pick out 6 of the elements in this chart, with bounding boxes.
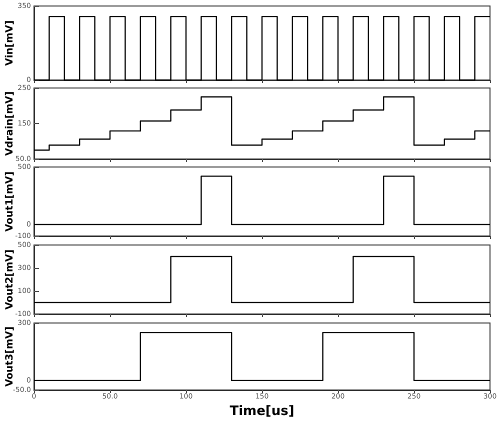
- y-axis-title: Vout1[mV]: [4, 171, 16, 232]
- x-axis-title: Time[us]: [230, 404, 294, 419]
- y-axis-title: Vdrain[mV]: [4, 91, 16, 156]
- y-axis-title: Vout3[mV]: [4, 326, 16, 387]
- y-axis-title: Vin[mV]: [4, 20, 16, 66]
- y-axis-title: Vout2[mV]: [4, 249, 16, 310]
